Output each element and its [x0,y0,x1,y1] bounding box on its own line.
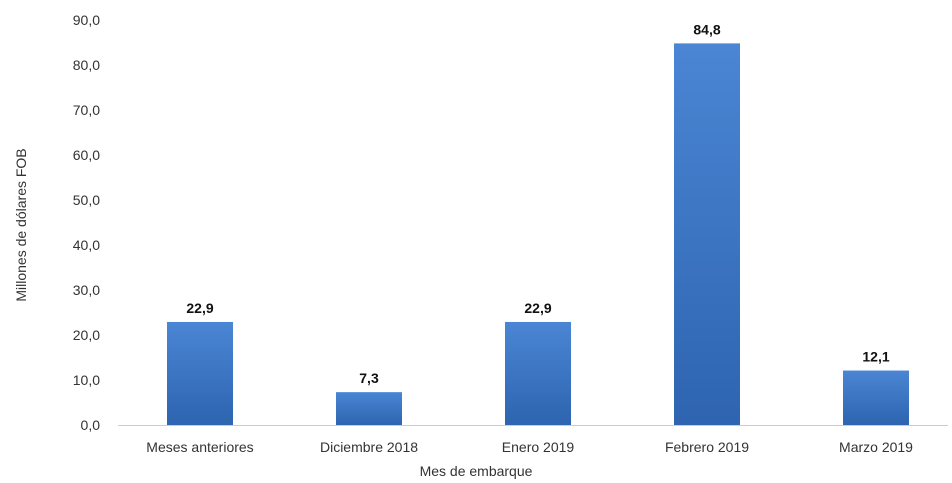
y-tick-label: 60,0 [73,147,100,163]
y-tick-label: 80,0 [73,57,100,73]
x-tick-label: Diciembre 2018 [320,439,418,455]
bar-value-label: 7,3 [359,370,379,386]
bar [674,43,740,426]
bar-value-label: 22,9 [524,300,551,316]
y-tick-label: 20,0 [73,327,100,343]
bar-value-label: 12,1 [862,349,889,365]
x-axis-categories: Meses anteriores Diciembre 2018 Enero 2019… [146,439,913,455]
bar [505,321,571,425]
y-tick-label: 50,0 [73,192,100,208]
y-tick-label: 10,0 [73,372,100,388]
y-axis-ticks: 0,0 10,0 20,0 30,0 40,0 50,0 60,0 70,0 80,0 90,0 [73,12,100,433]
y-tick-label: 30,0 [73,282,100,298]
x-tick-label: Febrero 2019 [665,439,749,455]
y-tick-label: 90,0 [73,12,100,28]
bar-value-label: 22,9 [186,300,213,316]
bar-value-label: 84,8 [693,21,720,37]
x-axis-title: Mes de embarque [420,463,533,479]
x-tick-label: Marzo 2019 [839,439,913,455]
bar [336,392,402,425]
y-tick-label: 70,0 [73,102,100,118]
bar [167,321,233,425]
x-tick-label: Enero 2019 [502,439,575,455]
y-tick-label: 40,0 [73,237,100,253]
y-tick-label: 0,0 [81,417,101,433]
bars: 22,9 7,3 22,9 84,8 12,1 [167,21,909,426]
x-tick-label: Meses anteriores [146,439,253,455]
bar [843,370,909,425]
y-axis-title: Millones de dólares FOB [13,148,29,301]
